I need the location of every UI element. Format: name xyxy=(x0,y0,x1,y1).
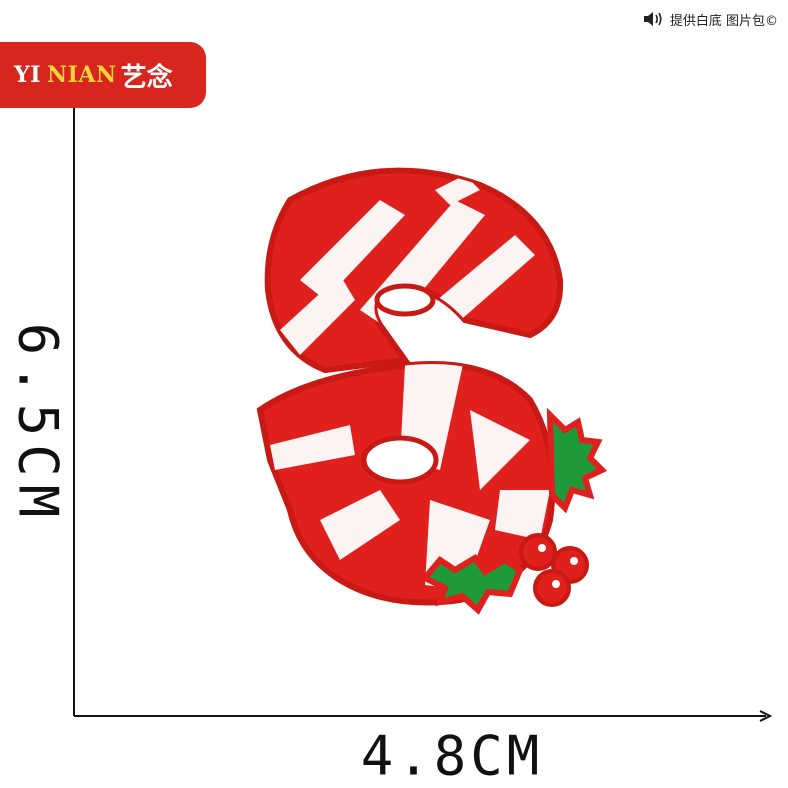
brand-badge: YI NIAN 艺念 xyxy=(0,42,206,108)
notice-text: 提供白底 图片包© xyxy=(669,13,778,29)
brand-latin-2: NIAN xyxy=(47,62,117,88)
candy-cane-patch xyxy=(256,167,608,615)
notice-bar: 提供白底 图片包© xyxy=(642,8,778,30)
axis-arrow-icon xyxy=(759,710,773,722)
patch-bottom-loop xyxy=(256,361,556,606)
width-dimension-label: 4.8CM xyxy=(360,724,544,788)
height-dimension-label: 6.5CM xyxy=(6,322,70,526)
brand-latin-1: YI xyxy=(14,62,41,88)
speaker-icon xyxy=(642,10,664,28)
holly-decoration xyxy=(420,407,608,615)
patch-top-loop xyxy=(264,167,564,374)
brand-chinese: 艺念 xyxy=(120,62,173,93)
